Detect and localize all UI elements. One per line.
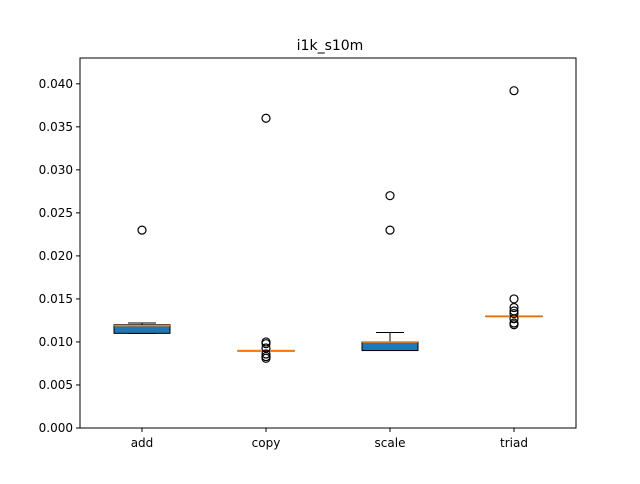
outlier-copy-6 <box>261 353 271 363</box>
outlier-triad-7 <box>509 320 519 330</box>
outlier-scale-1 <box>385 225 395 235</box>
box-add <box>113 324 171 334</box>
x-tick-label-scale: scale <box>375 436 406 450</box>
outlier-copy-3 <box>261 343 271 353</box>
y-tick-label: 0.000 <box>39 421 73 435</box>
y-tick-label: 0.010 <box>39 335 73 349</box>
y-tick-label: 0.015 <box>39 292 73 306</box>
y-tick-label: 0.020 <box>39 249 73 263</box>
outlier-triad-5 <box>509 314 519 324</box>
x-tick-label-triad: triad <box>500 436 528 450</box>
outlier-copy-2 <box>261 339 271 349</box>
outlier-triad-0 <box>509 86 519 96</box>
box-scale <box>361 341 419 352</box>
outlier-copy-0 <box>261 113 271 123</box>
y-tick-label: 0.005 <box>39 378 73 392</box>
y-tick-label: 0.025 <box>39 206 73 220</box>
chart-title: i1k_s10m <box>297 38 364 54</box>
outlier-copy-4 <box>261 349 271 359</box>
outlier-triad-2 <box>509 302 519 313</box>
y-tick-label: 0.035 <box>39 120 73 134</box>
x-tick-label-add: add <box>131 436 154 450</box>
outlier-scale-0 <box>385 191 395 201</box>
outlier-triad-4 <box>509 308 519 319</box>
plot-frame <box>79 57 577 429</box>
plot-area: 0.000 0.005 0.010 0.015 0.020 0.025 0.030 0.035… <box>39 57 577 450</box>
x-tick-label-copy: copy <box>252 436 281 450</box>
y-tick-label: 0.040 <box>39 77 73 91</box>
outlier-triad-1 <box>509 294 519 304</box>
y-tick-label: 0.030 <box>39 163 73 177</box>
outlier-add-0 <box>137 225 147 235</box>
